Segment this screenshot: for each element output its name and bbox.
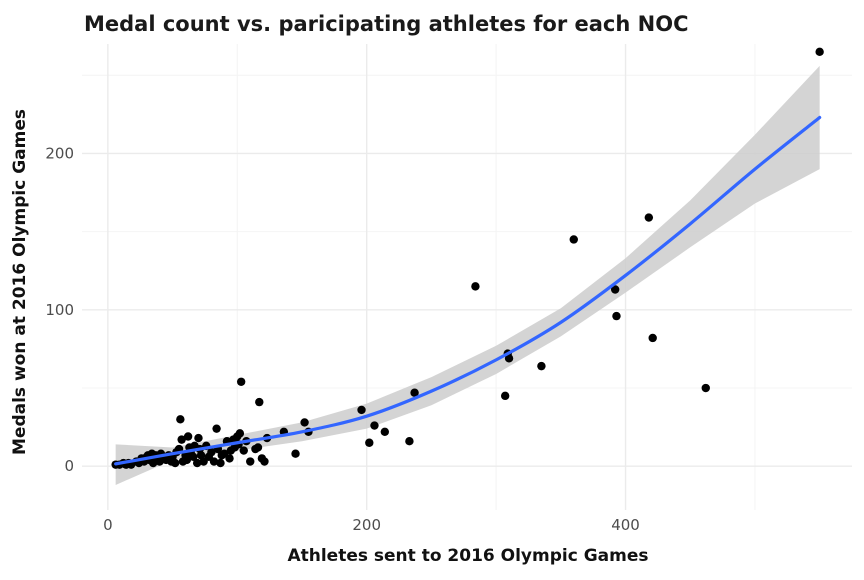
data-point <box>225 454 234 463</box>
y-tick-label: 200 <box>45 144 74 162</box>
x-axis-title: Athletes sent to 2016 Olympic Games <box>287 546 648 566</box>
data-point <box>500 391 510 401</box>
data-point <box>246 457 255 466</box>
data-point <box>239 446 248 455</box>
data-point <box>357 405 366 415</box>
x-tick-label: 400 <box>611 516 640 534</box>
data-point <box>471 282 480 291</box>
data-point <box>209 457 219 466</box>
data-point <box>235 429 245 438</box>
x-tick-label: 200 <box>352 516 381 534</box>
data-point <box>644 213 654 222</box>
data-point <box>236 377 246 386</box>
data-point <box>405 436 414 446</box>
data-point <box>291 449 300 458</box>
confidence-band-layer <box>115 65 820 485</box>
data-point <box>410 388 419 397</box>
data-point <box>216 458 225 468</box>
data-point <box>194 433 203 443</box>
confidence-band <box>115 65 820 485</box>
data-point <box>177 435 186 444</box>
data-point <box>365 438 374 447</box>
data-point <box>300 418 309 427</box>
trend-line-layer <box>114 115 822 466</box>
data-point <box>212 424 221 433</box>
trend-line <box>114 115 822 466</box>
data-point <box>569 235 578 244</box>
data-point <box>701 383 710 393</box>
data-point <box>537 361 546 371</box>
x-tick-label: 0 <box>103 516 113 534</box>
data-point <box>189 452 198 462</box>
data-point <box>176 415 185 424</box>
chart-title: Medal count vs. paricipating athletes fo… <box>84 12 688 36</box>
data-point <box>610 285 620 294</box>
data-point <box>648 333 657 343</box>
tick-label-layer: 0 200 400 0 100 200 <box>45 144 639 534</box>
y-axis-title: Medals won at 2016 Olympic Games <box>10 109 30 455</box>
data-point <box>380 427 390 437</box>
data-point <box>504 354 514 363</box>
y-tick-label: 0 <box>64 457 74 475</box>
data-point <box>260 457 269 466</box>
data-point <box>370 421 379 430</box>
data-point <box>170 458 180 468</box>
data-point <box>182 455 192 465</box>
data-point <box>183 432 193 441</box>
data-point <box>612 311 621 321</box>
data-point <box>253 443 263 452</box>
data-point <box>255 397 264 407</box>
data-point <box>192 458 202 468</box>
data-point-layer <box>111 47 824 469</box>
data-point <box>815 47 824 57</box>
data-point <box>207 447 216 457</box>
y-tick-label: 100 <box>45 301 74 319</box>
